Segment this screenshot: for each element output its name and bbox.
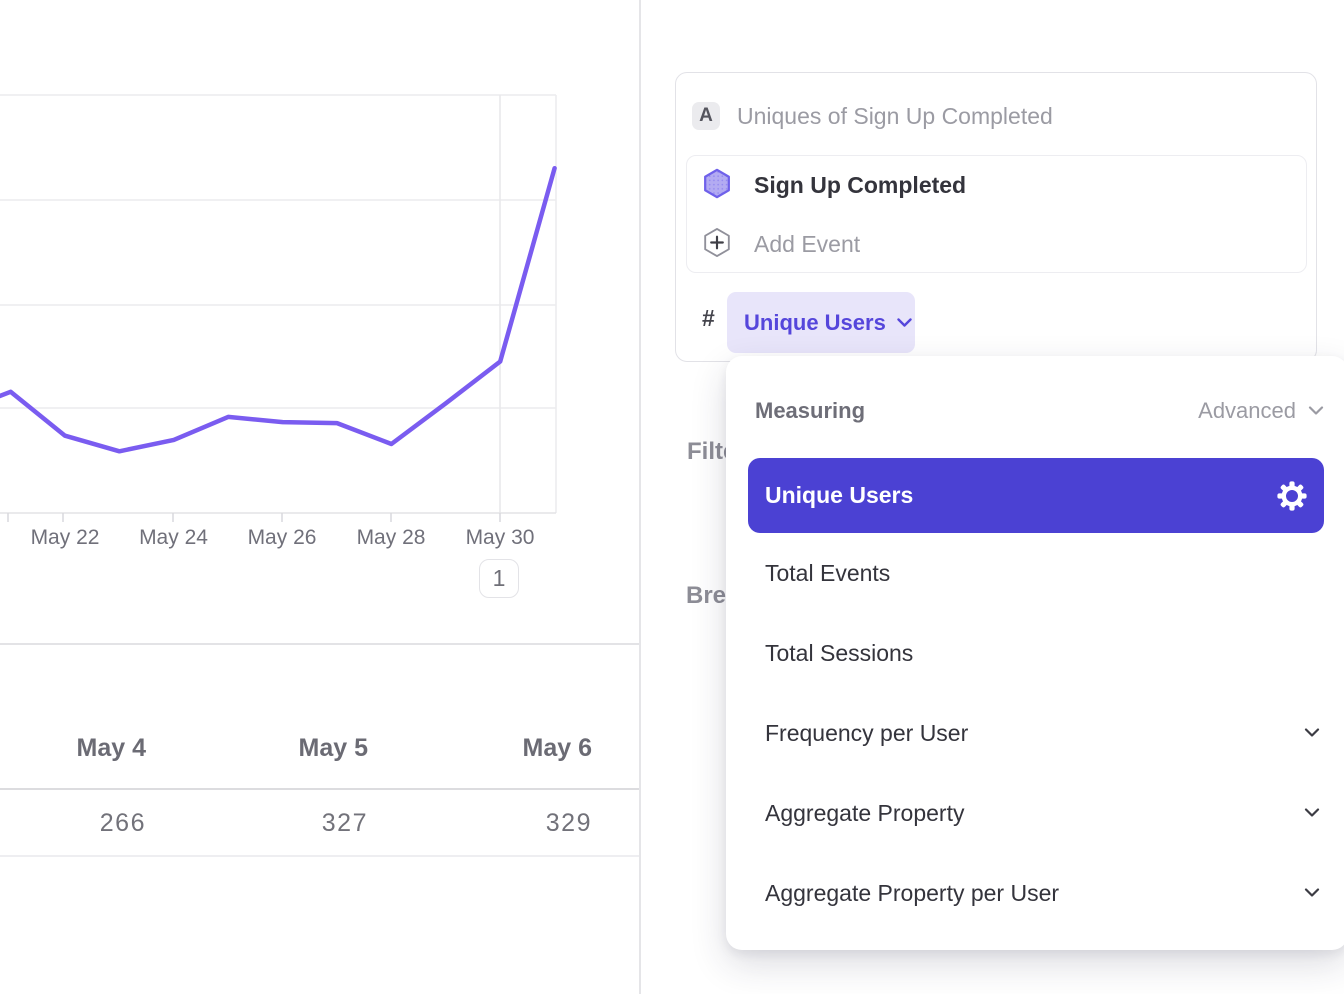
x-tick-label: May 28 [356,526,426,549]
event-list-card: Sign Up Completed Add Event [686,155,1307,273]
table-cell-value: 329 [545,809,592,837]
menu-item-frequency-per-user[interactable]: Frequency per User [748,693,1324,773]
x-tick-label: May 22 [30,526,100,549]
table-header-divider [0,788,640,790]
gear-icon[interactable] [1277,480,1307,511]
menu-item-label: Aggregate Property per User [765,879,1060,906]
menu-item-label: Frequency per User [765,719,969,746]
measuring-label: Measuring [755,398,866,423]
table-column-header[interactable]: May 5 [298,734,368,762]
menu-item-aggregate-property-per-user[interactable]: Aggregate Property per User [748,853,1324,933]
menu-item-label: Total Events [765,559,891,586]
annotation-badge[interactable]: 1 [479,559,519,598]
menu-item-label: Total Sessions [765,639,914,666]
chart-gridlines [0,94,557,513]
add-event-button[interactable]: Add Event [687,215,1306,274]
event-row-sign-up-completed[interactable]: Sign Up Completed [687,156,1306,215]
advanced-mode-selector[interactable]: Advanced [1198,398,1324,424]
menu-item-unique-users[interactable]: Unique Users [748,458,1324,533]
trend-line [0,165,557,454]
event-name: Sign Up Completed [754,172,967,198]
chevron-down-icon [1304,808,1320,817]
menu-item-aggregate-property[interactable]: Aggregate Property [748,773,1324,853]
table-column-header[interactable]: May 4 [76,734,146,762]
menu-item-total-events[interactable]: Total Events [748,533,1324,613]
trend-chart[interactable] [0,0,640,558]
measuring-dropdown-panel: Measuring Advanced Unique Users [726,356,1344,950]
x-tick-label: May 26 [247,526,317,549]
metric-hash-prefix: # [702,305,715,331]
chevron-down-icon [1304,888,1320,897]
table-cell-value: 266 [99,809,146,837]
chart-x-axis [0,512,556,522]
table-cell-value: 327 [321,809,368,837]
table-column-header[interactable]: May 6 [522,734,592,762]
series-letter-badge: A [692,102,720,130]
chevron-down-icon [1304,728,1320,737]
chevron-down-icon [1308,406,1324,415]
metric-selector-value: Unique Users [744,309,886,335]
measuring-dropdown-header: Measuring Advanced [755,386,1324,436]
table-row-divider [0,855,640,857]
add-event-hexagon-plus-icon [702,226,732,264]
menu-item-label: Unique Users [765,482,914,508]
metric-selector-pill[interactable]: Unique Users [727,292,915,353]
pane-divider [639,0,641,994]
x-tick-label: May 24 [139,526,208,549]
menu-item-total-sessions[interactable]: Total Sessions [748,613,1324,693]
x-tick-label: May 30 [465,526,535,549]
table-top-divider [0,643,640,645]
chevron-down-icon [897,317,912,327]
menu-item-label: Aggregate Property [765,799,965,826]
hexagon-event-icon [702,167,732,205]
add-event-label: Add Event [754,231,861,257]
advanced-label: Advanced [1198,398,1296,423]
query-builder-card: A Uniques of Sign Up Completed Sign Up C… [675,72,1317,362]
query-title: Uniques of Sign Up Completed [737,103,1053,129]
